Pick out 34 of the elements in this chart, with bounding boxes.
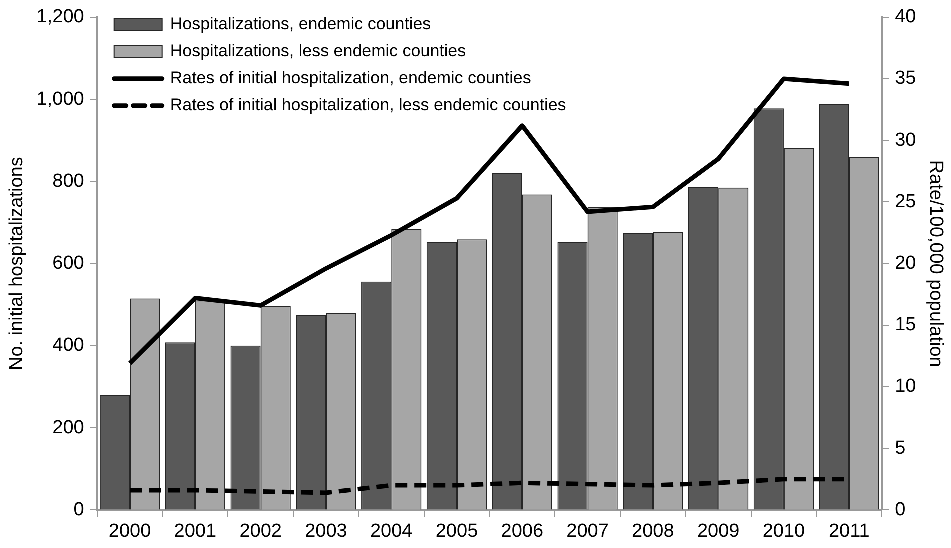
x-tick-label: 2008 [632,520,674,542]
y-tick-label: 0 [74,499,84,520]
legend-label: Rates of initial hospitalization, less endemic counties [170,96,566,115]
y2-tick-label: 0 [895,499,906,520]
x-tick-label: 2001 [174,520,217,542]
y-tick-label: 200 [52,417,84,438]
x-tick-label: 2007 [566,520,609,542]
y2-tick-label: 40 [895,6,916,28]
x-tick-label: 2011 [828,520,870,542]
y2-tick-label: 30 [895,130,916,151]
y-tick-label: 800 [52,170,84,192]
x-tick-label: 2002 [240,520,282,542]
y-axis-title: No. initial hospitalizations [6,157,28,370]
y2-tick-label: 15 [895,314,916,336]
y2-tick-label: 5 [895,438,906,459]
y2-axis-title: Rate/100,000 population [925,160,946,368]
y-tick-label: 600 [52,253,84,274]
x-tick-label: 2010 [762,520,806,542]
y2-tick-label: 20 [895,253,916,274]
legend-label: Hospitalizations, endemic counties [170,14,432,34]
x-tick-label: 2009 [697,520,740,542]
y-tick-label: 400 [52,335,84,356]
x-tick-label: 2005 [436,520,478,542]
legend-label: Rates of initial hospitalization, endemic counties [170,68,532,88]
y2-tick-label: 10 [895,376,916,398]
legend-label: Hospitalizations, less endemic counties [170,42,466,61]
y-tick-label: 1,000 [36,88,84,110]
y2-tick-label: 35 [895,68,916,90]
x-tick-label: 2003 [305,520,348,542]
y2-tick-label: 25 [895,191,916,212]
x-tick-label: 2006 [501,520,544,542]
x-tick-label: 2004 [370,520,414,542]
x-tick-label: 2000 [108,520,152,542]
y-tick-label: 1,200 [36,6,84,28]
